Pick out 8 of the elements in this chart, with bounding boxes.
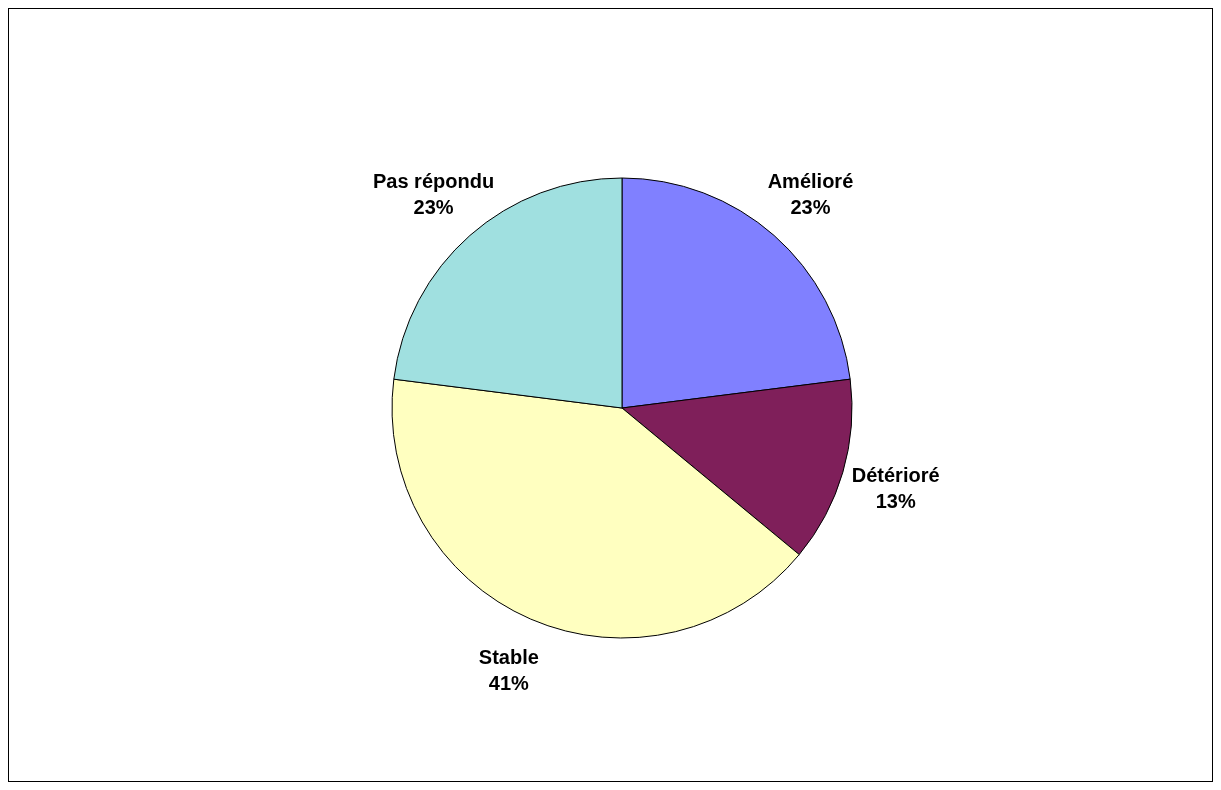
data-label: 13%: [875, 489, 916, 512]
data-label: 41%: [488, 671, 530, 694]
slice-label: Pas répondu: [372, 170, 495, 193]
slice-label: Stable: [478, 645, 539, 668]
data-label: 23%: [790, 196, 831, 219]
slice-label: Détérioré: [851, 463, 940, 486]
data-label: 23%: [413, 196, 454, 219]
slice-label: Amélioré: [767, 170, 854, 193]
